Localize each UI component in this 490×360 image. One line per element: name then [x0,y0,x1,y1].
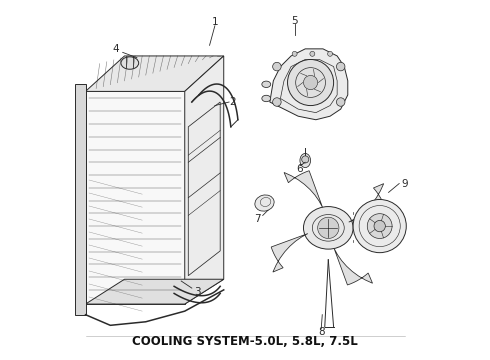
Text: 1: 1 [212,17,218,27]
Text: 7: 7 [254,214,261,224]
Circle shape [288,59,334,105]
Text: 3: 3 [194,287,200,297]
Circle shape [303,76,318,90]
Text: 5: 5 [292,15,298,26]
Polygon shape [270,49,348,120]
Ellipse shape [121,57,139,69]
Ellipse shape [262,81,270,87]
Ellipse shape [262,95,270,102]
Polygon shape [85,279,224,304]
Text: 6: 6 [296,165,303,174]
Ellipse shape [303,207,353,249]
Text: 8: 8 [318,327,324,337]
Polygon shape [85,91,185,304]
Circle shape [353,199,406,253]
Polygon shape [185,56,224,304]
Text: 2: 2 [229,97,236,107]
Polygon shape [334,248,372,285]
Circle shape [302,156,309,163]
Circle shape [374,220,385,232]
Circle shape [272,98,281,106]
Text: 4: 4 [112,44,119,54]
Polygon shape [349,184,386,222]
Ellipse shape [300,153,311,168]
Circle shape [328,51,333,56]
Circle shape [337,98,345,106]
Circle shape [310,51,315,56]
Text: 9: 9 [401,179,408,189]
Circle shape [272,62,281,71]
Text: COOLING SYSTEM-5.0L, 5.8L, 7.5L: COOLING SYSTEM-5.0L, 5.8L, 7.5L [132,336,358,348]
Polygon shape [284,171,322,207]
Ellipse shape [255,195,274,211]
Circle shape [368,214,392,238]
Circle shape [337,62,345,71]
Circle shape [292,51,297,56]
Polygon shape [75,84,85,315]
Circle shape [318,217,339,238]
Polygon shape [271,234,308,272]
Polygon shape [85,56,224,91]
